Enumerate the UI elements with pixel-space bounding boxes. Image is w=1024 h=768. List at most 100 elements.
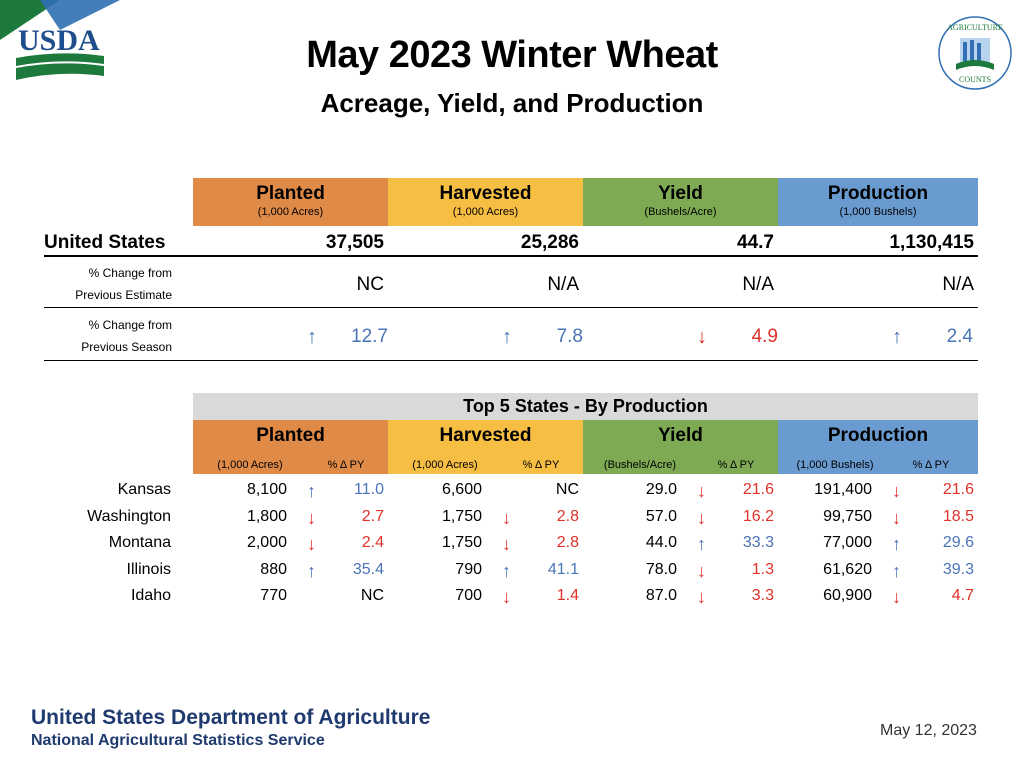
state-pct-change: 41.1 bbox=[547, 560, 579, 578]
footer-date: May 12, 2023 bbox=[880, 722, 977, 739]
state-pct-change: 1.3 bbox=[751, 560, 774, 578]
state-pct-change: 16.2 bbox=[742, 507, 774, 525]
top5-unit-label: (Bushels/Acre) bbox=[603, 459, 677, 471]
divider bbox=[44, 255, 978, 257]
state-value: 8,100 bbox=[246, 481, 287, 498]
state-value: 60,900 bbox=[823, 587, 872, 604]
page-title: May 2023 Winter Wheat bbox=[306, 34, 718, 76]
prev-estimate-production: N/A bbox=[942, 274, 974, 295]
change-arrow-down-icon: ↓ bbox=[307, 534, 316, 554]
state-pct-change: 4.7 bbox=[951, 587, 974, 604]
state-value: 77,000 bbox=[823, 534, 872, 551]
state-name: Idaho bbox=[130, 587, 171, 604]
state-pct-change: 2.4 bbox=[361, 534, 384, 551]
footer-service: National Agricultural Statistics Service bbox=[31, 732, 325, 749]
change-arrow-down-icon: ↓ bbox=[892, 507, 901, 528]
us-production-value: 1,130,415 bbox=[889, 232, 974, 253]
state-name: Kansas bbox=[117, 481, 171, 498]
top5-header-planted: Planted bbox=[193, 420, 388, 474]
state-pct-change: 21.6 bbox=[942, 481, 974, 498]
change-arrow-up-icon: ↑ bbox=[502, 560, 511, 581]
prev-season-value: 7.8 bbox=[556, 326, 583, 347]
state-pct-change: 39.3 bbox=[942, 560, 974, 578]
state-value: 1,800 bbox=[246, 507, 287, 525]
change-arrow-up-icon: ↑ bbox=[697, 534, 706, 554]
us-yield-value: 44.7 bbox=[737, 232, 774, 253]
prev-season-arrow-up-icon: ↑ bbox=[307, 326, 317, 348]
state-value: 99,750 bbox=[823, 507, 872, 525]
state-pct-change: 2.8 bbox=[556, 534, 579, 551]
change-arrow-down-icon: ↓ bbox=[502, 507, 511, 528]
change-arrow-down-icon: ↓ bbox=[697, 587, 706, 607]
usda-logo-corner bbox=[0, 0, 60, 40]
top5-pct-change-label: % Δ PY bbox=[717, 459, 755, 471]
top5-unit-label: (1,000 Bushels) bbox=[796, 459, 874, 471]
change-arrow-down-icon: ↓ bbox=[892, 481, 901, 501]
prev-estimate-label: % Change from Previous Estimate bbox=[75, 266, 172, 302]
state-value: 29.0 bbox=[645, 481, 677, 498]
prev-estimate-planted: NC bbox=[356, 274, 384, 295]
state-value: 2,000 bbox=[246, 534, 287, 551]
change-arrow-down-icon: ↓ bbox=[502, 534, 511, 554]
change-arrow-down-icon: ↓ bbox=[502, 587, 511, 607]
ag-logo-top-text: AGRICULTURE bbox=[947, 23, 1003, 32]
us-row-label: United States bbox=[44, 232, 166, 253]
state-pct-change: 29.6 bbox=[942, 534, 974, 551]
state-pct-change: NC bbox=[360, 587, 384, 604]
state-value: 1,750 bbox=[441, 534, 482, 551]
state-pct-change: 2.7 bbox=[361, 507, 384, 525]
state-pct-change: 21.6 bbox=[742, 481, 774, 498]
us-header-harvested: Harvested (1,000 Acres) bbox=[388, 178, 583, 226]
top5-header-yield: Yield bbox=[583, 420, 778, 474]
prev-estimate-yield: N/A bbox=[742, 274, 774, 295]
state-value: 191,400 bbox=[814, 481, 872, 498]
prev-season-arrow-up-icon: ↑ bbox=[502, 326, 512, 348]
state-value: 6,600 bbox=[441, 481, 482, 498]
state-pct-change: 1.4 bbox=[556, 587, 579, 604]
state-pct-change: 18.5 bbox=[942, 507, 974, 525]
top5-pct-change-label: % Δ PY bbox=[327, 459, 365, 471]
ag-logo-bottom-text: COUNTS bbox=[959, 75, 991, 84]
change-arrow-down-icon: ↓ bbox=[892, 587, 901, 607]
divider bbox=[44, 307, 978, 308]
change-arrow-up-icon: ↑ bbox=[307, 560, 316, 581]
footer-department: United States Department of Agriculture bbox=[31, 706, 431, 729]
us-header-production: Production (1,000 Bushels) bbox=[778, 178, 978, 226]
us-harvested-value: 25,286 bbox=[520, 232, 579, 253]
state-pct-change: 3.3 bbox=[751, 587, 774, 604]
prev-season-label: % Change from Previous Season bbox=[81, 318, 172, 354]
prev-season-arrow-down-icon: ↓ bbox=[697, 326, 707, 348]
state-value: 57.0 bbox=[645, 507, 677, 525]
usda-logo: USDA bbox=[0, 0, 120, 80]
state-value: 1,750 bbox=[441, 507, 482, 525]
state-value: 790 bbox=[455, 560, 482, 578]
state-value: 44.0 bbox=[645, 534, 677, 551]
state-value: 770 bbox=[260, 587, 287, 604]
state-value: 87.0 bbox=[645, 587, 677, 604]
us-header-planted: Planted (1,000 Acres) bbox=[193, 178, 388, 226]
prev-season-arrow-up-icon: ↑ bbox=[892, 326, 902, 348]
state-name: Washington bbox=[87, 507, 171, 525]
state-pct-change: 33.3 bbox=[742, 534, 774, 551]
change-arrow-up-icon: ↑ bbox=[307, 481, 316, 501]
divider bbox=[44, 360, 978, 361]
us-planted-value: 37,505 bbox=[325, 232, 384, 253]
top5-header-production: Production bbox=[778, 420, 978, 474]
top5-pct-change-label: % Δ PY bbox=[522, 459, 560, 471]
change-arrow-up-icon: ↑ bbox=[892, 560, 901, 581]
page-subtitle: Acreage, Yield, and Production bbox=[320, 88, 704, 118]
prev-season-value: 2.4 bbox=[946, 326, 973, 347]
prev-season-value: 4.9 bbox=[751, 326, 778, 347]
usda-logo-text: USDA bbox=[18, 24, 100, 57]
top5-banner: Top 5 States - By Production bbox=[193, 393, 978, 420]
agriculture-counts-logo: AGRICULTURE COUNTS bbox=[938, 16, 1012, 90]
us-header-yield: Yield (Bushels/Acre) bbox=[583, 178, 778, 226]
usda-logo-swoosh bbox=[40, 0, 120, 30]
top5-unit-label: (1,000 Acres) bbox=[217, 459, 283, 471]
state-pct-change: 11.0 bbox=[354, 481, 384, 498]
prev-season-value: 12.7 bbox=[351, 326, 388, 347]
change-arrow-up-icon: ↑ bbox=[892, 534, 901, 554]
change-arrow-down-icon: ↓ bbox=[697, 560, 706, 581]
top5-unit-label: (1,000 Acres) bbox=[412, 459, 478, 471]
state-value: 700 bbox=[455, 587, 482, 604]
